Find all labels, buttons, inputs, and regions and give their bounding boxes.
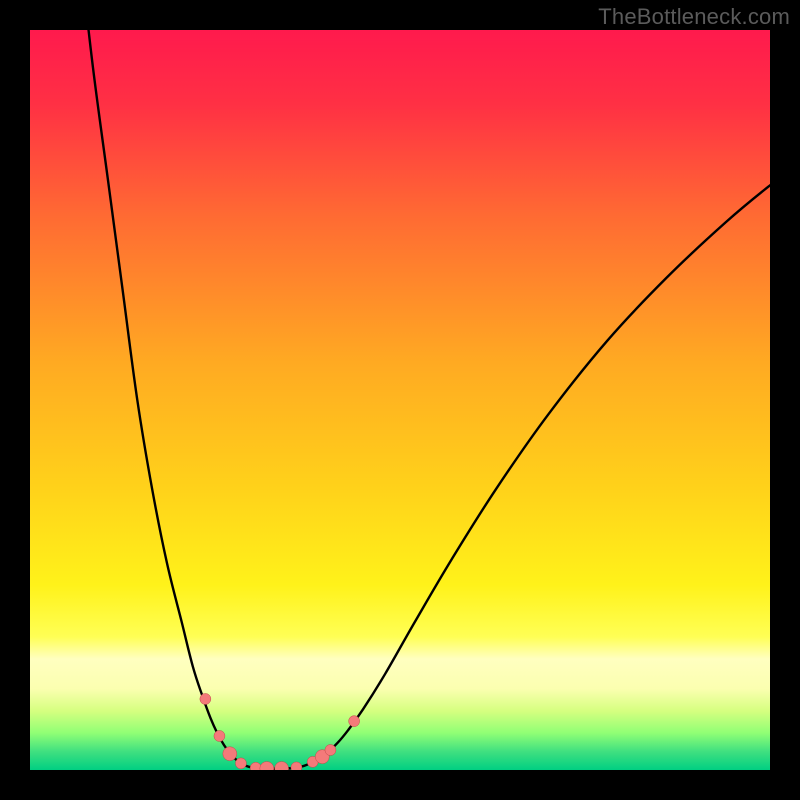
plot-area <box>30 30 770 770</box>
data-marker <box>223 747 237 761</box>
data-marker <box>325 745 336 756</box>
data-marker <box>349 716 360 727</box>
data-marker <box>235 758 246 769</box>
data-marker <box>214 730 225 741</box>
data-marker <box>200 693 211 704</box>
gradient-background <box>30 30 770 770</box>
watermark-text: TheBottleneck.com <box>598 4 790 30</box>
bottleneck-chart <box>30 30 770 770</box>
